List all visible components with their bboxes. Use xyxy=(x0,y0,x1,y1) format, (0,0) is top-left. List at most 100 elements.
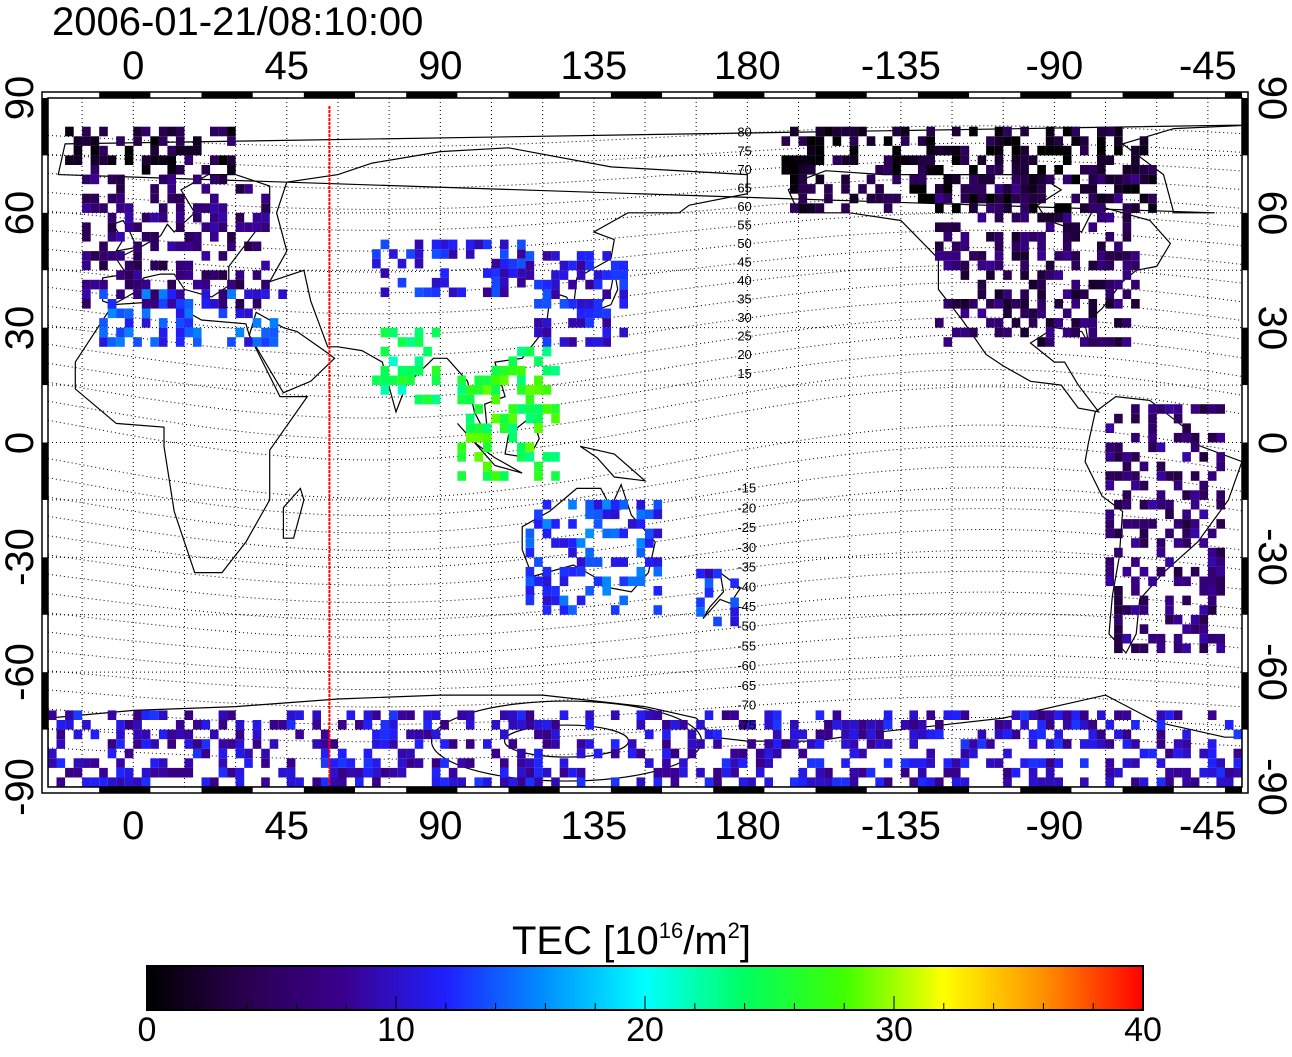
tec-cell xyxy=(900,720,910,730)
tec-cell xyxy=(1131,413,1140,424)
tec-cell xyxy=(986,232,995,242)
tec-cell xyxy=(1139,566,1149,577)
tec-cell xyxy=(653,710,663,720)
tec-cell xyxy=(917,165,927,175)
tec-cell xyxy=(832,155,842,165)
tec-cell xyxy=(167,729,176,740)
tec-cell xyxy=(1062,145,1072,156)
tec-cell xyxy=(585,318,594,328)
tec-cell xyxy=(994,260,1004,271)
tec-cell xyxy=(781,739,791,749)
tec-cell xyxy=(431,287,441,298)
tec-cell xyxy=(167,155,176,165)
tec-cell xyxy=(338,758,347,768)
tec-cell xyxy=(141,299,151,309)
tec-cell xyxy=(1045,337,1055,347)
tec-cell xyxy=(1080,337,1089,347)
tec-cell xyxy=(141,232,151,242)
tec-cell xyxy=(576,308,586,319)
tec-cell xyxy=(1122,165,1132,175)
tec-cell xyxy=(329,777,338,787)
tec-cell xyxy=(150,299,159,309)
tec-cell xyxy=(124,720,134,730)
tec-cell xyxy=(534,413,543,424)
tec-cell xyxy=(1037,308,1046,319)
lat-tick-left: -30 xyxy=(0,528,42,587)
tec-cell xyxy=(704,777,714,787)
tec-cell xyxy=(1131,184,1140,194)
tec-cell xyxy=(602,576,611,587)
tec-cell xyxy=(1080,739,1089,749)
tec-cell xyxy=(960,758,970,768)
tec-cell xyxy=(1131,586,1140,596)
tec-cell xyxy=(244,748,253,759)
tec-cell xyxy=(1011,165,1021,175)
tec-cell xyxy=(952,222,961,232)
lat-tick-right: 30 xyxy=(1250,305,1292,350)
tec-cell xyxy=(525,413,535,424)
tec-cell xyxy=(338,748,347,759)
tec-cell xyxy=(124,308,134,319)
tec-cell xyxy=(841,184,850,194)
tec-cell xyxy=(952,145,961,156)
tec-cell xyxy=(457,442,466,453)
tec-cell xyxy=(1105,566,1115,577)
tec-cell xyxy=(1148,193,1157,204)
tec-cell xyxy=(431,239,441,250)
tec-cell xyxy=(218,203,228,213)
tec-cell xyxy=(1037,720,1046,730)
tec-cell xyxy=(517,720,526,730)
tec-cell xyxy=(500,268,509,278)
tec-cell xyxy=(755,767,765,778)
tec-cell xyxy=(790,720,799,730)
tec-cell xyxy=(380,365,390,376)
tec-cell xyxy=(1131,174,1140,185)
tec-cell xyxy=(1207,605,1217,615)
tec-cell xyxy=(525,251,535,261)
tec-cell xyxy=(1071,318,1080,328)
tec-cell xyxy=(1105,452,1115,462)
tec-cell xyxy=(909,720,918,730)
tec-cell xyxy=(1054,136,1063,146)
tec-cell xyxy=(585,739,594,749)
tec-cell xyxy=(969,165,978,175)
tec-cell xyxy=(508,423,518,433)
tec-cell xyxy=(440,239,449,250)
tec-cell xyxy=(926,155,935,165)
tec-cell xyxy=(977,729,987,740)
tec-cell xyxy=(167,739,176,749)
tec-cell xyxy=(210,155,219,165)
tec-cell xyxy=(465,413,475,424)
tec-cell xyxy=(849,126,859,137)
tec-cell xyxy=(227,241,236,252)
tec-cell xyxy=(483,432,492,443)
tec-cell xyxy=(218,720,228,730)
tec-cell xyxy=(201,299,211,309)
tec-cell xyxy=(423,394,432,405)
tec-cell xyxy=(1028,174,1038,185)
tec-cell xyxy=(1216,758,1225,768)
tec-cell xyxy=(943,184,953,194)
tec-cell xyxy=(201,165,211,175)
tec-cell xyxy=(721,758,731,768)
mlat-label: -60 xyxy=(737,658,756,673)
tec-cell xyxy=(1114,595,1123,606)
mlat-contour xyxy=(48,695,1242,725)
tec-cell xyxy=(1156,739,1166,749)
mlat-contour xyxy=(48,334,1242,398)
tec-cell xyxy=(252,729,262,740)
tec-cell xyxy=(602,289,611,299)
tec-cell xyxy=(1207,404,1217,414)
tec-cell xyxy=(1207,710,1217,720)
tec-cell xyxy=(457,375,466,386)
tec-cell xyxy=(1173,566,1183,577)
tec-cell xyxy=(1097,739,1106,749)
tec-cell xyxy=(56,739,66,749)
tec-cell xyxy=(636,748,646,759)
tec-cell xyxy=(1105,299,1115,309)
mlat-label: -40 xyxy=(737,579,756,594)
tec-cell xyxy=(926,748,935,759)
tec-cell xyxy=(227,289,236,299)
tec-cell xyxy=(269,318,279,328)
tec-cell xyxy=(1088,729,1098,740)
